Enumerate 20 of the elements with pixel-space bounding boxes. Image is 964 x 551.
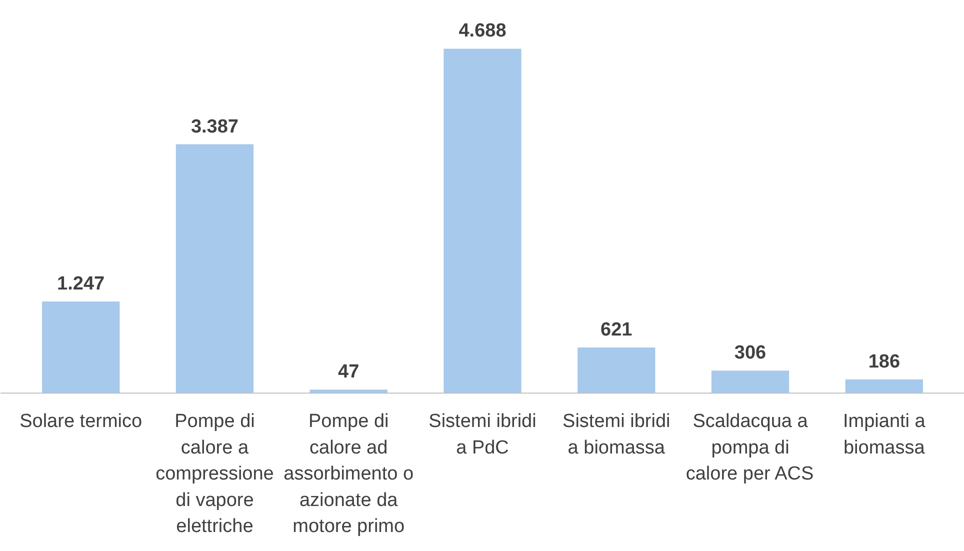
data-label: 3.387 [190, 116, 238, 138]
data-label: 4.688 [458, 20, 506, 42]
x-tick-label: Scaldacqua a pompa di calore per ACS [686, 411, 814, 485]
data-label: 306 [734, 342, 766, 364]
data-label: 1.247 [57, 273, 105, 294]
x-tick-label: Solare termico [20, 411, 142, 432]
x-tick-label: Sistemi ibridi a PdC [428, 411, 536, 458]
bar [845, 379, 923, 394]
bar [711, 370, 790, 394]
data-label: 186 [868, 351, 900, 372]
x-tick-label: Pompe di calore a compressione di vapore elettriche [156, 411, 274, 538]
x-tick-label: Pompe di calore ad assorbimento o azionate da motore primo [284, 411, 414, 538]
bar [444, 48, 522, 394]
bar [176, 144, 254, 394]
x-tick-label: Sistemi ibridi a biomassa [562, 411, 670, 458]
bar [42, 301, 120, 394]
data-label: 621 [600, 319, 633, 340]
x-tick-label: Impianti a biomassa [842, 411, 926, 458]
bar [578, 347, 656, 394]
data-label: 47 [338, 362, 360, 383]
